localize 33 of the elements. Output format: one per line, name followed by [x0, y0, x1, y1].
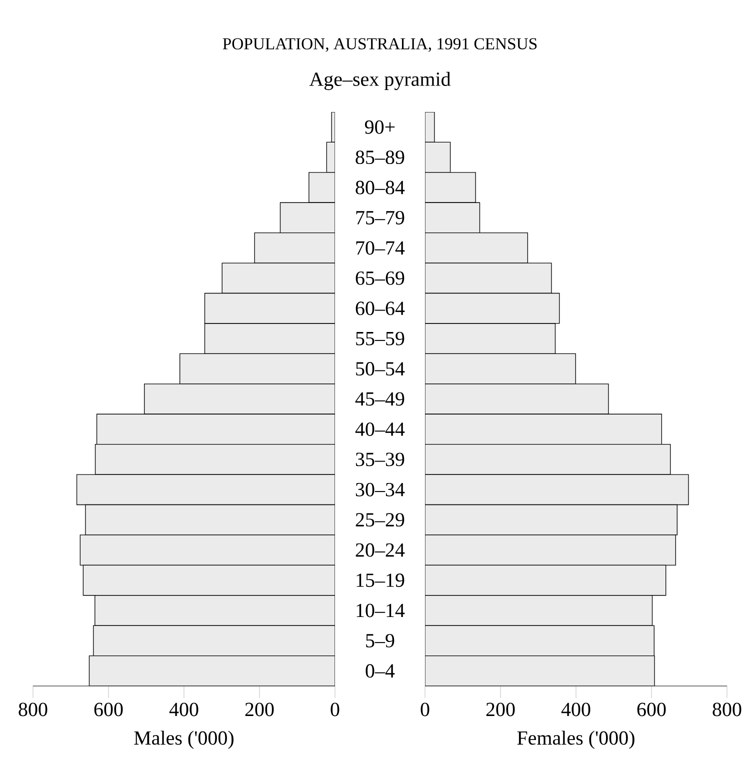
x-tick-label: 800: [712, 702, 742, 716]
y-tick-label: 50–54: [356, 362, 405, 376]
x-tick-label: 0: [330, 702, 340, 716]
y-tick-label: 15–19: [356, 574, 404, 587]
x-tick-label: 200: [486, 702, 515, 716]
x-axis-title: Females ('000): [517, 730, 634, 749]
y-tick-label: 75–79: [356, 211, 404, 224]
y-tick-label: 0–4: [366, 664, 395, 678]
y-tick-label: 25–29: [356, 513, 404, 527]
y-tick-label: 60–64: [356, 302, 405, 316]
y-tick-label: 70–74: [356, 241, 405, 255]
y-tick-label: 65–69: [356, 271, 404, 285]
y-tick-label: 90+: [364, 120, 395, 134]
text: POPULATION, AUSTRALIA, 1991 CENSUS: [222, 38, 537, 52]
x-tick-label: 0: [420, 702, 430, 716]
x-tick-label: 600: [94, 702, 123, 716]
y-tick-label: 5–9: [366, 634, 394, 648]
y-tick-label: 35–39: [356, 452, 404, 466]
x-tick-label: 800: [18, 702, 48, 716]
x-axis-title: Males ('000): [134, 730, 234, 749]
x-tick-label: 600: [637, 702, 666, 716]
text: Age–sex pyramid: [309, 72, 451, 90]
y-tick-label: 40–44: [355, 422, 405, 436]
y-tick-label: 10–14: [356, 604, 405, 618]
y-tick-label: 30–34: [356, 482, 405, 496]
x-tick-label: 400: [169, 702, 198, 716]
y-tick-label: 80–84: [356, 180, 405, 194]
x-tick-label: 400: [561, 702, 590, 716]
y-tick-label: 20–24: [356, 543, 405, 557]
y-tick-label: 45–49: [355, 392, 404, 406]
y-tick-label: 55–59: [356, 332, 404, 346]
x-tick-label: 200: [245, 702, 274, 716]
y-tick-label: 85–89: [356, 150, 404, 164]
